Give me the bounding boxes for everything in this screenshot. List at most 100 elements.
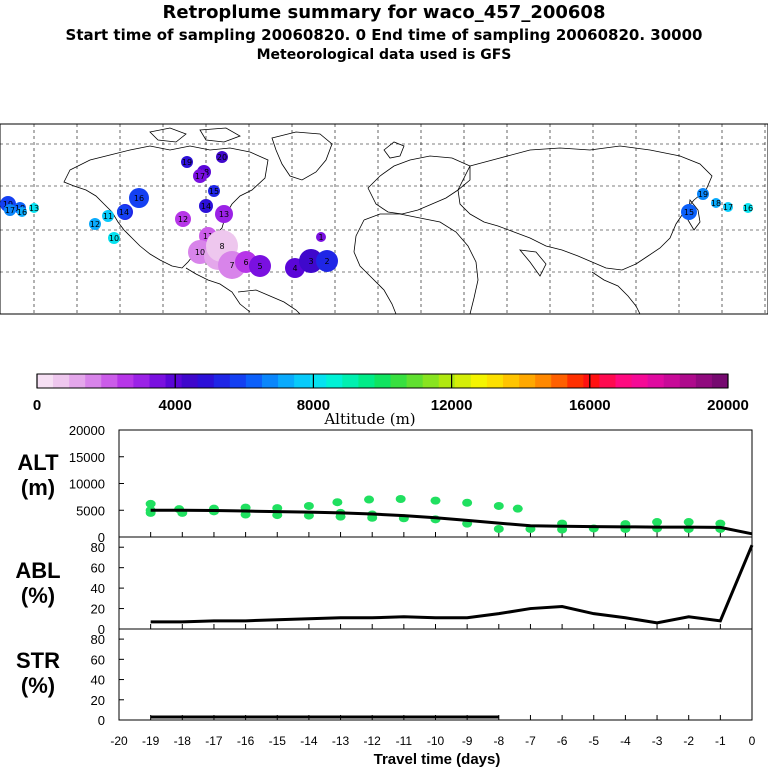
- altitude-colorbar: 0 4000 8000 12000 16000 20000 Altitude (m): [33, 373, 749, 428]
- map-marker-dot: [681, 204, 697, 220]
- map-marker: 16: [743, 203, 753, 213]
- map-marker-dot: [697, 188, 709, 200]
- colorbar-cell: [181, 374, 199, 388]
- colorbar-cell: [615, 374, 633, 388]
- map-marker-label: 17: [5, 206, 15, 215]
- x-tick-label: -14: [300, 734, 318, 748]
- map-marker-label: 7: [229, 261, 234, 270]
- map-marker: 5: [249, 255, 271, 277]
- map-marker: 15: [208, 185, 220, 197]
- panel-yunits: (m): [21, 475, 55, 500]
- y-tick-label: 80: [91, 632, 105, 647]
- map-marker-label: 6: [243, 258, 248, 267]
- map-marker-dot: [29, 203, 39, 213]
- y-tick-label: 0: [98, 530, 105, 545]
- map-marker: 1: [316, 232, 326, 242]
- map-marker-dot: [299, 249, 323, 273]
- x-tick-label: -1: [715, 734, 726, 748]
- map-marker-label: 11: [103, 212, 113, 221]
- x-axis-label: Travel time (days): [374, 751, 501, 768]
- map-marker-label: 1: [318, 233, 323, 242]
- map-gridlines: [0, 124, 768, 314]
- map-marker: 12: [175, 211, 191, 227]
- panel-ylabel: ALT: [17, 450, 59, 475]
- colorbar-cell: [229, 374, 247, 388]
- colorbar-cell: [711, 374, 729, 388]
- map-marker: 18: [711, 198, 721, 208]
- x-tick-label: -13: [332, 734, 350, 748]
- y-tick-label: 10000: [69, 477, 105, 492]
- map-marker: 3: [299, 249, 323, 273]
- colorbar-cell: [663, 374, 681, 388]
- map-marker-dot: [316, 232, 326, 242]
- map-marker-dot: [181, 156, 193, 168]
- colorbar-cell: [149, 374, 167, 388]
- panel-ylabel: STR: [16, 648, 60, 673]
- map-marker-label: 14: [119, 208, 129, 217]
- y-tick-label: 80: [91, 540, 105, 555]
- y-tick-label: 20000: [69, 423, 105, 438]
- plume-particle-point: [332, 498, 343, 507]
- map-marker-dot: [723, 202, 733, 212]
- y-tick-label: 0: [98, 713, 105, 728]
- map-marker-dot: [216, 151, 228, 163]
- map-marker-dot: [249, 255, 271, 277]
- colorbar-cell: [342, 374, 359, 388]
- map-marker: 19: [697, 188, 709, 200]
- y-tick-label: 15000: [69, 450, 105, 465]
- map-marker-dot: [711, 198, 721, 208]
- map-marker-label: 16: [17, 208, 27, 217]
- panel-frame: [118, 536, 753, 630]
- y-tick-label: 20: [91, 693, 105, 708]
- y-tick-label: 60: [91, 561, 105, 576]
- chart-title: Retroplume summary for waco_457_200608: [162, 2, 606, 23]
- abl-line: [150, 544, 754, 625]
- map-frame: [0, 123, 768, 315]
- map-marker-dot: [108, 232, 120, 244]
- colorbar-cell: [261, 374, 279, 388]
- x-tick-label: -3: [652, 734, 663, 748]
- map-marker-dot: [215, 205, 233, 223]
- colorbar-tick-label: 4000: [159, 397, 192, 414]
- colorbar-cell: [374, 374, 392, 388]
- plume-particle-point: [395, 495, 406, 504]
- plume-particle-point: [335, 512, 346, 521]
- x-tick-label: -12: [364, 734, 382, 748]
- met-data-subtitle: Meteorological data used is GFS: [256, 47, 512, 63]
- plume-particle-point: [493, 501, 504, 510]
- panel-ylabel: ABL: [15, 558, 60, 583]
- map-marker-label: 16: [134, 194, 144, 203]
- map-marker-dot: [743, 203, 753, 213]
- x-tick-label: -11: [396, 734, 413, 748]
- y-tick-label: 40: [91, 581, 105, 596]
- plume-particle-point: [715, 519, 726, 528]
- x-tick-label: -5: [588, 734, 599, 748]
- colorbar-cell: [278, 374, 295, 388]
- colorbar-cell: [599, 374, 617, 388]
- map-marker-label: 18: [711, 199, 721, 208]
- plume-particle-point: [683, 518, 694, 527]
- map-marker-label: 4: [292, 264, 297, 273]
- timeseries-panels: 20000150001000050000ALT(m)806040200ABL(%…: [15, 423, 755, 748]
- colorbar-cell: [117, 374, 134, 388]
- colorbar-cell: [551, 374, 568, 388]
- map-marker: 10: [108, 232, 120, 244]
- map-marker-dot: [208, 185, 220, 197]
- x-tick-label: 0: [749, 734, 756, 748]
- colorbar-tick-label: 8000: [297, 397, 330, 414]
- plume-particle-point: [512, 504, 523, 513]
- y-tick-label: 40: [91, 673, 105, 688]
- colorbar-cell: [535, 374, 552, 388]
- map-marker-label: 13: [29, 204, 39, 213]
- x-tick-label: -8: [493, 734, 504, 748]
- colorbar-cell: [294, 374, 311, 388]
- map-marker-label: 13: [219, 210, 229, 219]
- x-tick-label: -20: [110, 734, 128, 748]
- map-marker-dot: [193, 169, 207, 183]
- sampling-time-subtitle: Start time of sampling 20060820. 0 End t…: [65, 26, 703, 44]
- map-marker: 15: [681, 204, 697, 220]
- colorbar-cell: [454, 374, 472, 388]
- panel-frame: [118, 628, 753, 721]
- x-tick-label: -17: [205, 734, 223, 748]
- map-marker-label: 15: [209, 187, 219, 196]
